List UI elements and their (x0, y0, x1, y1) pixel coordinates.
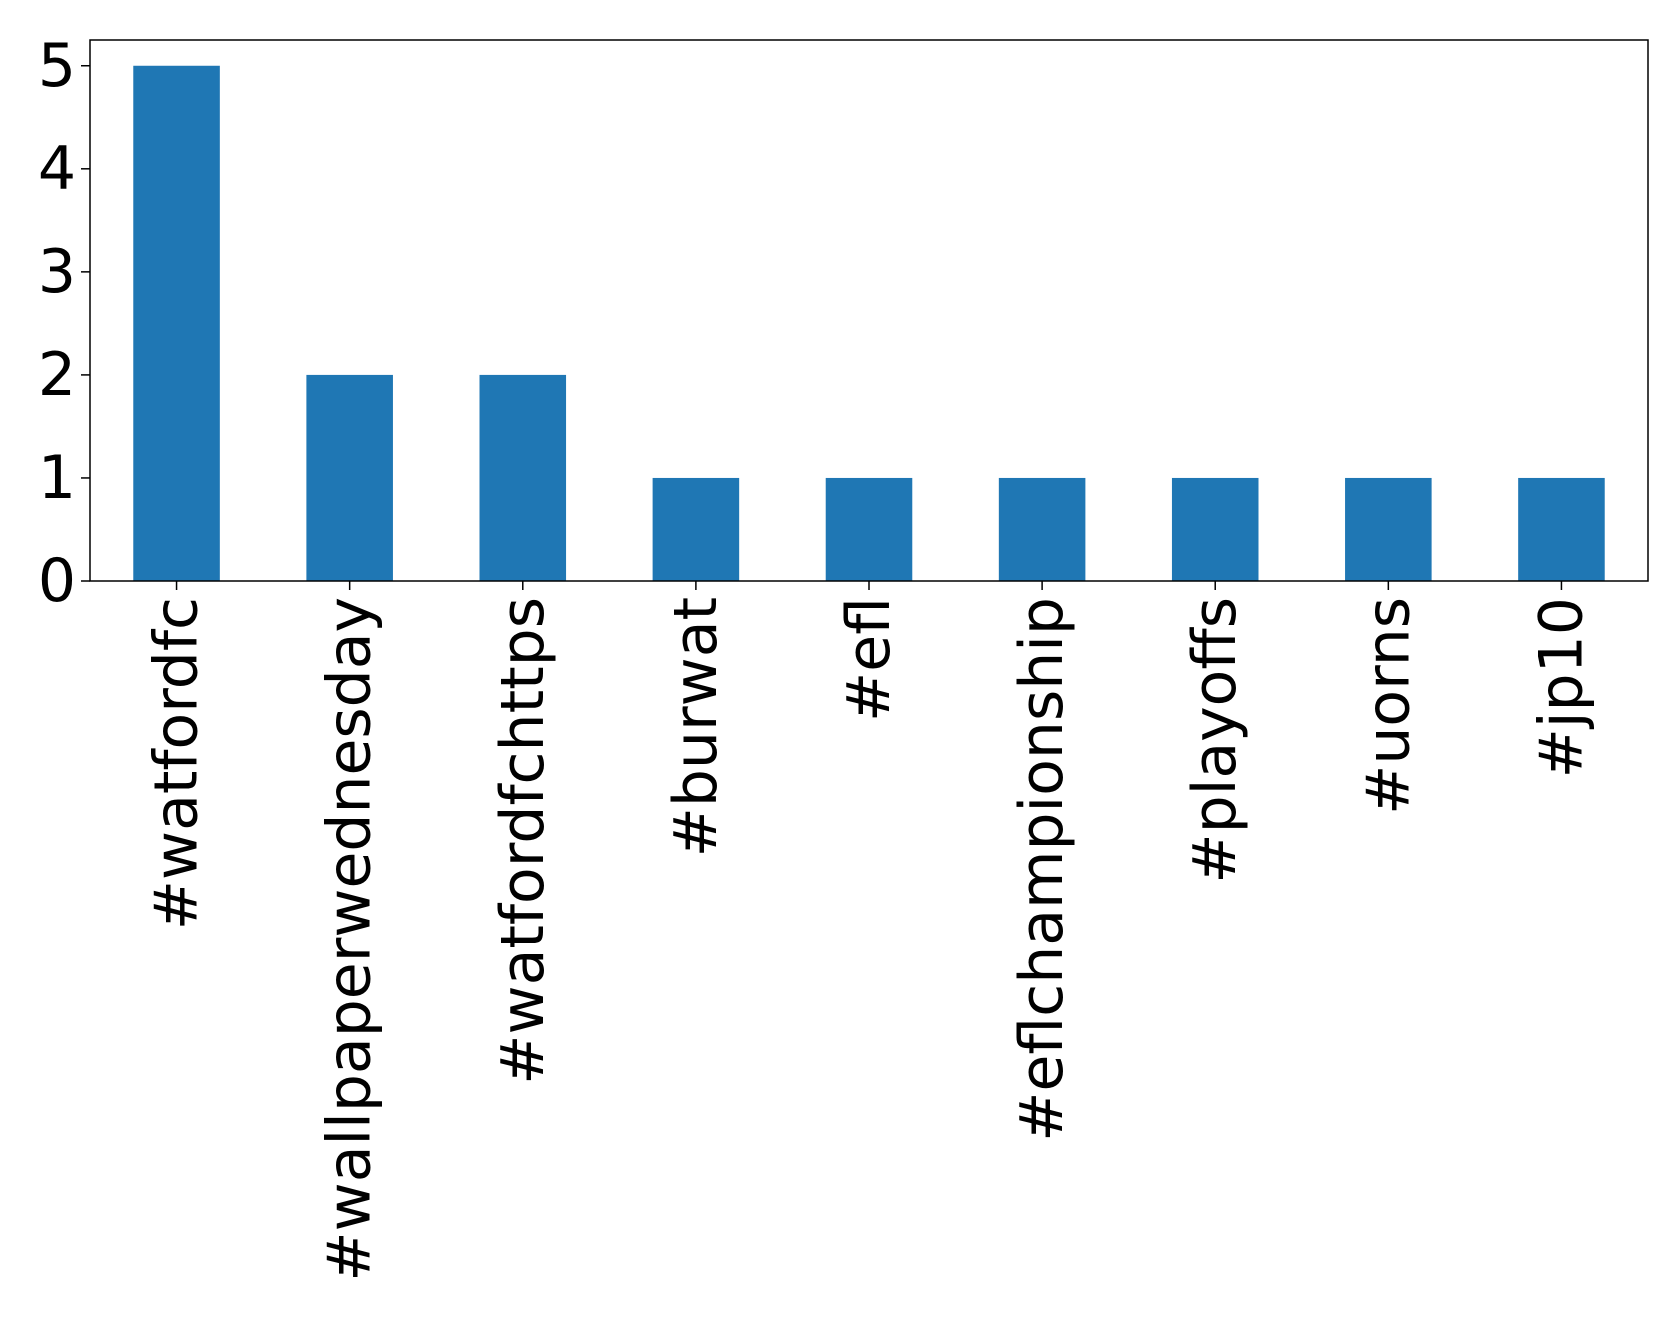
bar (998, 477, 1086, 581)
bar (652, 477, 740, 581)
x-tick-label: #wallpaperwednesday (315, 597, 385, 1282)
bar (825, 477, 913, 581)
x-tick-label: #efl (834, 597, 904, 722)
plot-frame (89, 39, 1649, 582)
y-tick-label: 4 (38, 134, 76, 204)
x-tick-label: #burwat (661, 597, 731, 857)
y-tick-label: 3 (38, 237, 76, 307)
x-tick-label: #playoffs (1180, 597, 1250, 884)
bar (306, 374, 393, 581)
y-tick-label: 0 (38, 546, 76, 616)
bar (479, 374, 567, 581)
x-tick-label: #watfordfc (142, 597, 212, 930)
bar (1518, 477, 1605, 581)
bar (1345, 477, 1432, 581)
x-tick-label: #uorns (1353, 597, 1423, 815)
y-tick-label: 2 (38, 340, 76, 410)
y-tick-label: 1 (38, 443, 76, 513)
bar (133, 65, 220, 581)
x-tick-label: #watfordfchttps (488, 597, 558, 1085)
x-tick-label: #jp10 (1526, 597, 1596, 778)
x-tick-label: #eflchampionship (1007, 597, 1077, 1142)
bar (1171, 477, 1259, 581)
y-tick-label: 5 (38, 31, 76, 101)
